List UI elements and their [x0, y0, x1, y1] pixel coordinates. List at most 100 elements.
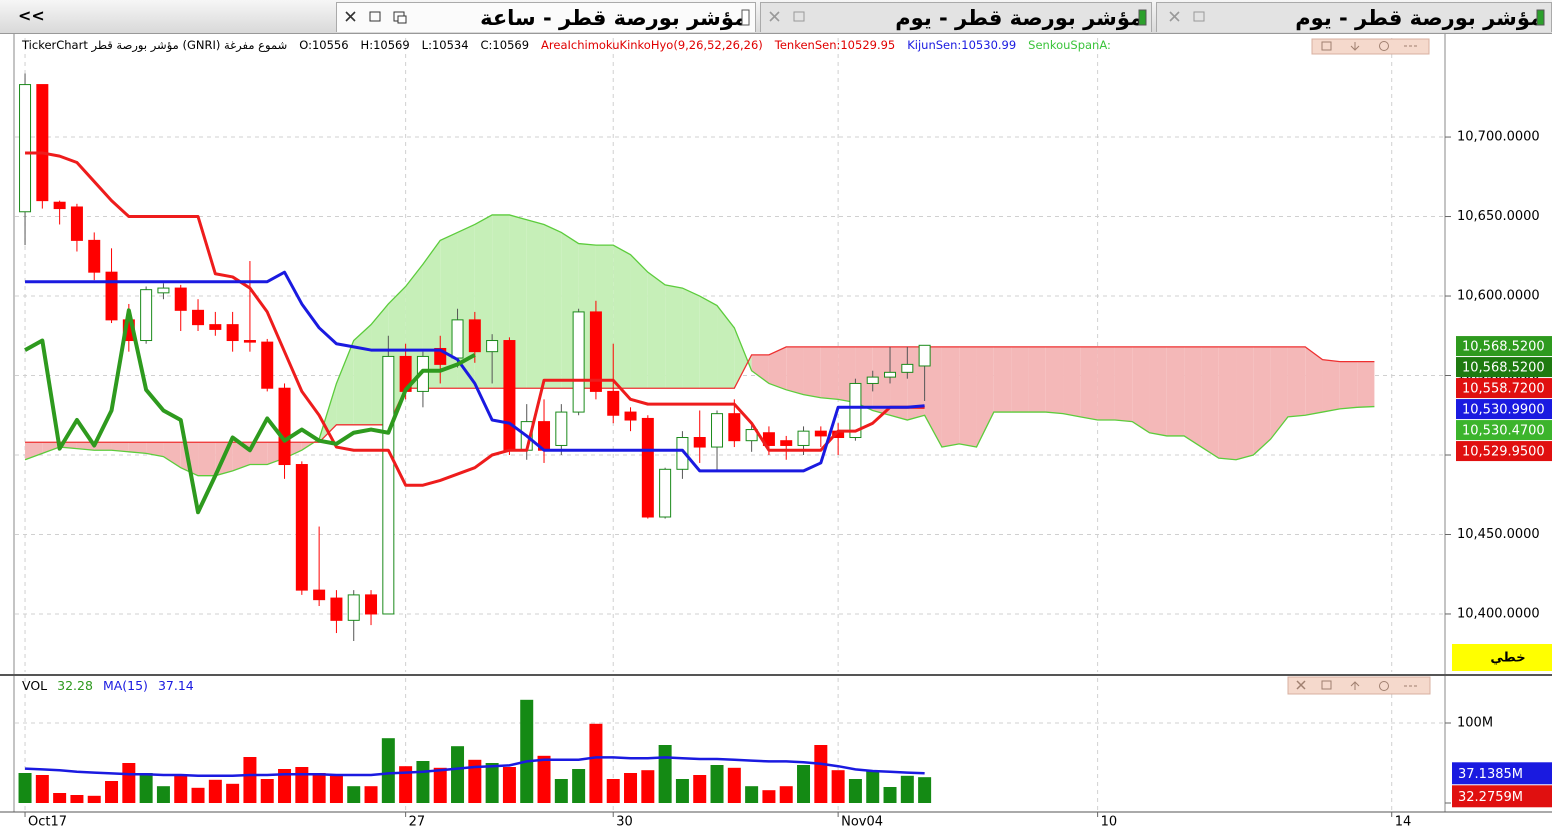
- price-label: 10,568.5200: [1462, 361, 1545, 376]
- x-tick-label: Nov04: [841, 815, 883, 830]
- tab-title: مؤشر بورصة قطر - يوم: [895, 5, 1143, 30]
- candle-body: [711, 413, 724, 448]
- candle-body: [849, 382, 862, 439]
- candle-body: [901, 363, 914, 373]
- cloud-fill: [1080, 346, 1098, 421]
- legend-item: MA(15): [102, 678, 148, 693]
- cloud-fill: [993, 346, 1012, 413]
- cloud-fill: [474, 214, 493, 389]
- price-label-box: [1456, 441, 1552, 462]
- tab[interactable]: مؤشر بورصة قطر - يوم: [1156, 2, 1552, 32]
- volume-bar: [831, 770, 845, 803]
- candle-body: [866, 376, 879, 384]
- legend-item: H:10569: [360, 38, 410, 52]
- price-label-box: [1452, 762, 1552, 785]
- candle-body: [814, 430, 827, 437]
- candle-body: [243, 340, 256, 343]
- cloud-fill: [768, 346, 787, 390]
- cloud-fill: [751, 354, 769, 384]
- volume-bar: [520, 699, 534, 803]
- price-label: 37.1385M: [1458, 767, 1523, 782]
- volume-bar: [779, 786, 793, 803]
- y-tick-label: 10,700.0000: [1457, 130, 1540, 145]
- volume-bar: [485, 763, 499, 803]
- cloud-fill: [1045, 346, 1064, 414]
- volume-bar: [156, 786, 170, 803]
- cloud-fill: [1287, 346, 1306, 417]
- candle-body: [382, 355, 395, 615]
- toolbar[interactable]: [1287, 676, 1431, 695]
- cloud-fill: [717, 305, 735, 389]
- cloud-fill: [163, 442, 181, 468]
- candle-body: [555, 411, 568, 446]
- candle-body: [313, 589, 326, 601]
- price-label: 10,530.9900: [1462, 403, 1545, 418]
- candle-body: [434, 347, 447, 365]
- cloud-fill: [613, 245, 631, 389]
- chart-area: 10,400.000010,450.000010,500.000010,550.…: [0, 34, 1552, 830]
- toolbar[interactable]: [1311, 38, 1430, 55]
- cloud-fill: [820, 346, 839, 400]
- candle-body: [780, 440, 793, 446]
- cloud-fill: [1270, 346, 1288, 440]
- y-tick-label: 10,600.0000: [1457, 289, 1540, 304]
- cloud-fill: [1236, 346, 1254, 460]
- cloud-fill: [42, 442, 60, 454]
- volume-bar: [399, 766, 413, 803]
- mode-box[interactable]: [1452, 644, 1552, 671]
- tab-bar: << مؤشر بورصة قطر - ساعة مؤشر بورصة قطر …: [0, 0, 1552, 34]
- price-label-box: [1456, 378, 1552, 399]
- legend-item: TickerChart مؤشر بورصة قطر (GNRI) شموع م…: [22, 38, 288, 52]
- tab-title: مؤشر بورصة قطر - يوم: [1295, 5, 1543, 30]
- ma-line: [24, 756, 925, 778]
- cloud-fill: [146, 442, 164, 457]
- volume-bar: [260, 779, 274, 803]
- x-tick-label: 14: [1395, 815, 1412, 830]
- candle-body: [36, 84, 49, 202]
- cloud-fill: [526, 219, 545, 389]
- candle-body: [589, 311, 602, 392]
- volume-bar: [918, 777, 932, 803]
- cloud-fill: [890, 346, 908, 421]
- price-legend: TickerChart مؤشر بورصة قطر (GNRI) شموع م…: [22, 38, 1111, 52]
- volume-bar: [641, 770, 655, 803]
- candle-body: [261, 341, 274, 389]
- volume-bar: [139, 773, 153, 803]
- tab-icons[interactable]: [344, 9, 414, 25]
- back-button[interactable]: <<: [18, 6, 45, 25]
- volume-bar: [554, 779, 568, 803]
- price-label: 10,558.7200: [1462, 382, 1545, 397]
- y-tick-label: 10,450.0000: [1457, 527, 1540, 542]
- volume-bar: [502, 767, 516, 803]
- cloud-fill: [699, 296, 718, 389]
- cloud-fill: [682, 288, 700, 389]
- cloud-fill: [1305, 346, 1323, 416]
- volume-bar: [312, 773, 326, 803]
- candle-body: [797, 430, 810, 446]
- volume-bar: [572, 769, 586, 803]
- price-label: 10,568.5200: [1462, 340, 1545, 355]
- legend-item: 37.14: [157, 678, 194, 693]
- volume-bar: [468, 759, 482, 803]
- tab-icons[interactable]: [1168, 9, 1218, 25]
- tab[interactable]: مؤشر بورصة قطر - يوم: [760, 2, 1152, 32]
- cloud-fill: [941, 346, 960, 448]
- background: [0, 34, 1552, 830]
- legend-item: AreaIchimokuKinkoHyo(9,26,52,26,26): [541, 38, 763, 52]
- price-label-box: [1456, 357, 1552, 378]
- mode-label[interactable]: خطي: [1490, 651, 1525, 666]
- tab-icons[interactable]: [768, 9, 818, 25]
- volume-bar: [347, 786, 361, 803]
- tab[interactable]: مؤشر بورصة قطر - ساعة: [336, 2, 756, 32]
- volume-legend: VOL 32.28 MA(15) 37.14: [22, 678, 194, 693]
- legend-item: C:10569: [480, 38, 530, 52]
- candle-body: [918, 344, 931, 367]
- cloud-fill: [249, 442, 268, 465]
- candle-body: [278, 387, 291, 466]
- senkou-line: [25, 346, 1375, 443]
- cloud-fill: [128, 442, 147, 454]
- legend-item: SenkouSpanA:: [1028, 38, 1111, 52]
- candle-body: [745, 429, 758, 442]
- cloud-fill: [803, 346, 821, 398]
- price-label-box: [1452, 785, 1552, 808]
